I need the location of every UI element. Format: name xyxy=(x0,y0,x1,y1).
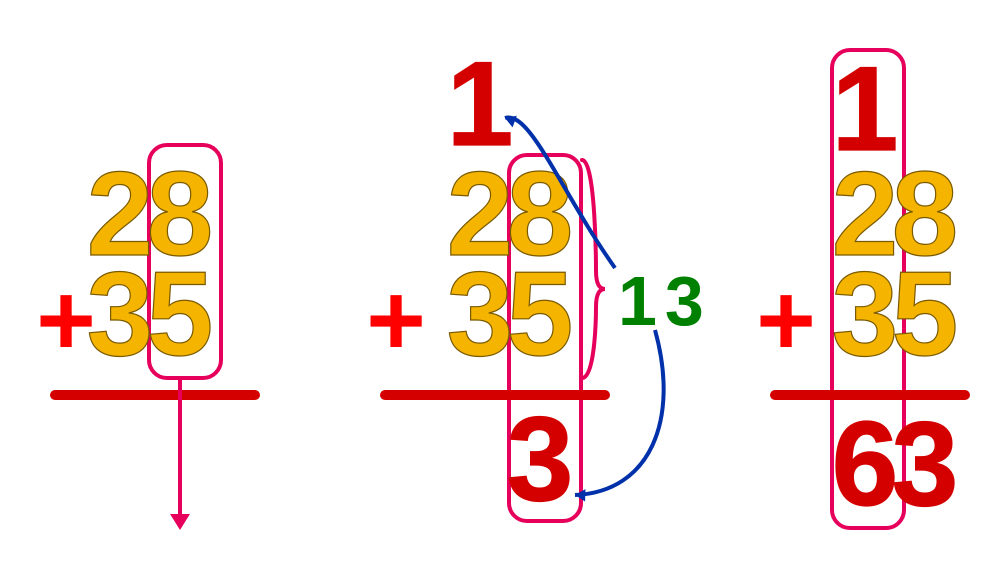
panel-p1: +2835 xyxy=(36,145,255,530)
panel-p3: +1283563 xyxy=(756,42,965,531)
brace xyxy=(582,160,605,378)
operand-digit: 3 xyxy=(87,247,154,381)
panel-p2: +12835313 xyxy=(366,37,712,526)
result-digit: 6 xyxy=(832,397,899,531)
operand-digit: 3 xyxy=(832,247,899,381)
result-digit: 3 xyxy=(507,392,574,526)
operand-digit: 5 xyxy=(507,247,574,381)
plus-sign: + xyxy=(756,263,816,377)
plus-sign: + xyxy=(366,263,426,377)
result-digit: 3 xyxy=(892,397,959,531)
operand-digit: 5 xyxy=(892,247,959,381)
operand-digit: 3 xyxy=(447,247,514,381)
sum-annotation: 13 xyxy=(618,262,712,340)
operand-digit: 5 xyxy=(147,247,214,381)
addition-diagram: +2835+12835313+1283563 xyxy=(0,0,1000,573)
arrow-down-head xyxy=(170,514,190,530)
carry-arrow-1 xyxy=(575,330,664,495)
